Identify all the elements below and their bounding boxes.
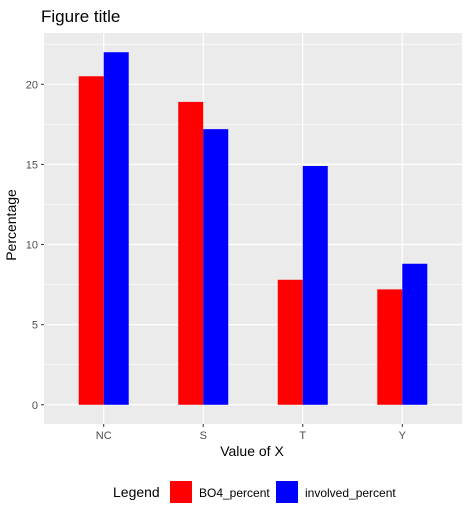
bar-bo4-percent-nc	[78, 76, 104, 405]
bars	[78, 52, 428, 405]
bar-involved-percent-nc	[103, 52, 129, 405]
x-tick-label: T	[299, 430, 306, 442]
x-axis-ticks: NC S T Y	[96, 424, 407, 442]
bar-bo4-percent-t	[277, 279, 303, 405]
legend-label-bo4: BO4_percent	[199, 486, 270, 500]
bar-involved-percent-y	[402, 263, 428, 405]
x-tick-label: S	[200, 430, 207, 442]
x-axis-label: Value of X	[220, 443, 284, 459]
legend-label-involved: involved_percent	[305, 486, 396, 500]
y-tick-label: 5	[32, 320, 38, 332]
y-axis-label: Percentage	[3, 189, 19, 261]
legend-key-involved	[276, 481, 298, 503]
x-tick-label: NC	[96, 430, 112, 442]
x-tick-label: Y	[399, 430, 407, 442]
chart-title: Figure title	[41, 7, 120, 26]
y-tick-label: 10	[26, 240, 38, 252]
bar-involved-percent-t	[302, 166, 328, 405]
legend: Legend BO4_percent involved_percent	[113, 481, 396, 503]
y-tick-label: 20	[26, 79, 38, 91]
legend-title: Legend	[113, 484, 160, 500]
bar-bo4-percent-s	[178, 101, 204, 405]
y-tick-label: 0	[32, 400, 38, 412]
y-axis-ticks: 0 5 10 15 20	[26, 79, 44, 412]
bar-bo4-percent-y	[377, 289, 403, 405]
legend-item-bo4: BO4_percent	[170, 481, 270, 503]
y-tick-label: 15	[26, 159, 38, 171]
legend-item-involved: involved_percent	[276, 481, 396, 503]
bar-involved-percent-s	[203, 129, 229, 405]
legend-key-bo4	[170, 481, 192, 503]
